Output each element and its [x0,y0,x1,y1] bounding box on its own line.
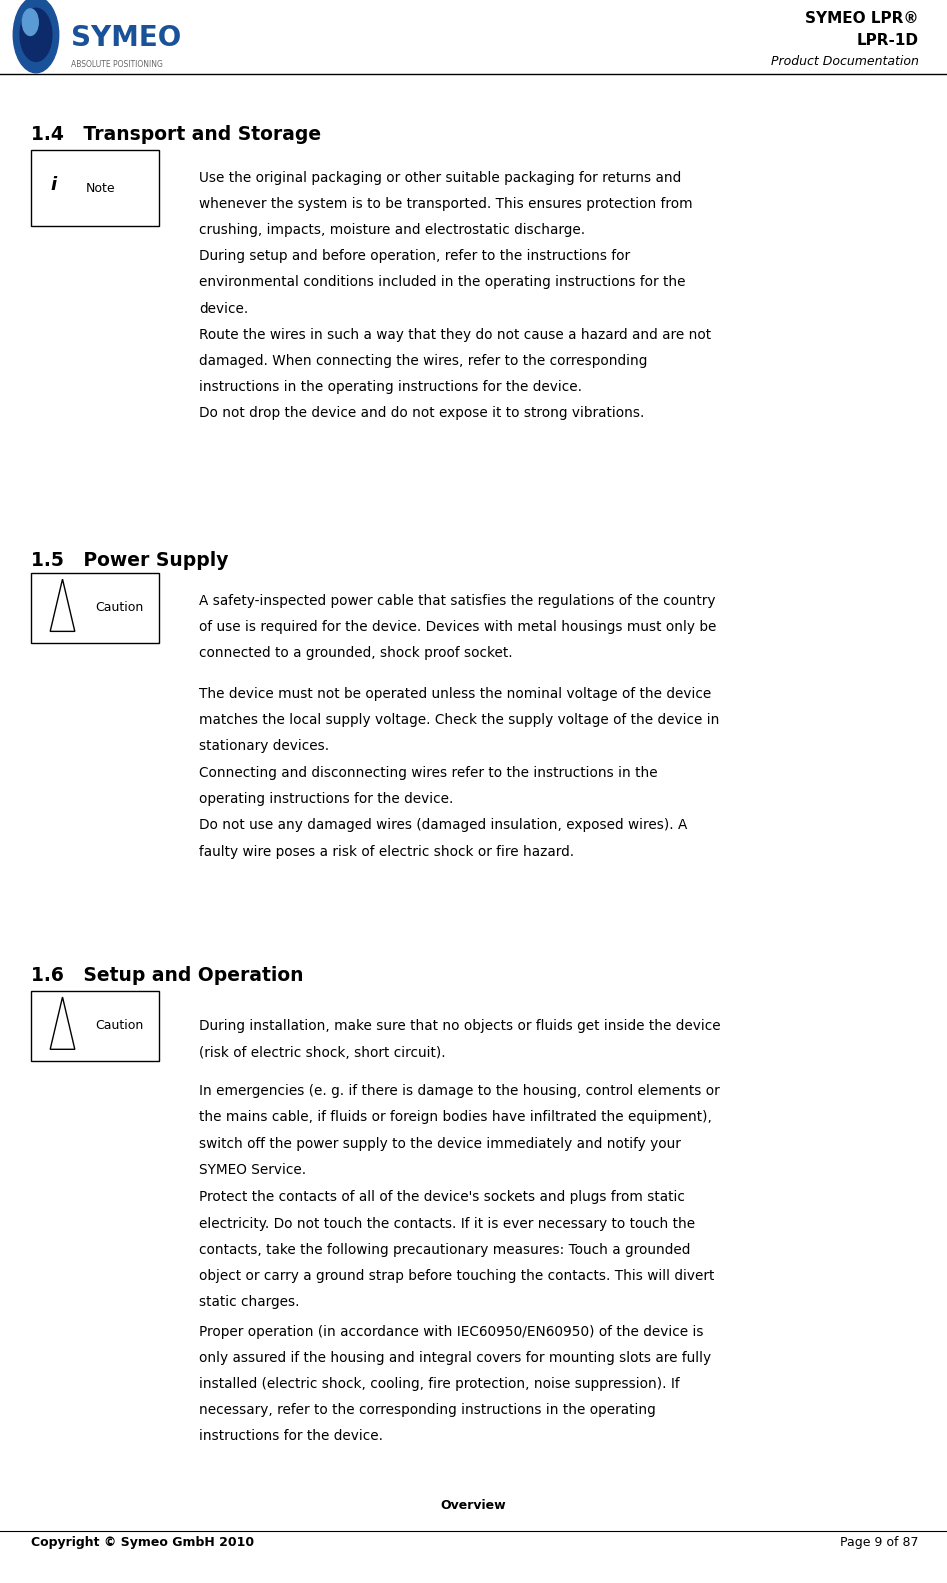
Text: Page 9 of 87: Page 9 of 87 [840,1536,919,1548]
Text: Note: Note [86,182,116,195]
Text: Caution: Caution [96,1019,144,1032]
Polygon shape [50,579,75,632]
Text: Protect the contacts of all of the device's sockets and plugs from static: Protect the contacts of all of the devic… [199,1190,685,1205]
Text: During installation, make sure that no objects or fluids get inside the device: During installation, make sure that no o… [199,1019,721,1034]
Text: of use is required for the device. Devices with metal housings must only be: of use is required for the device. Devic… [199,619,716,633]
Text: whenever the system is to be transported. This ensures protection from: whenever the system is to be transported… [199,198,692,211]
Text: SYMEO LPR®: SYMEO LPR® [805,11,919,25]
Text: !: ! [60,608,65,617]
Text: Product Documentation: Product Documentation [771,55,919,68]
Text: damaged. When connecting the wires, refer to the corresponding: damaged. When connecting the wires, refe… [199,355,647,367]
Polygon shape [50,997,75,1050]
Text: Use the original packaging or other suitable packaging for returns and: Use the original packaging or other suit… [199,171,681,185]
Text: SYMEO: SYMEO [71,24,181,52]
Text: Route the wires in such a way that they do not cause a hazard and are not: Route the wires in such a way that they … [199,328,711,342]
Text: stationary devices.: stationary devices. [199,739,329,754]
Text: A safety-inspected power cable that satisfies the regulations of the country: A safety-inspected power cable that sati… [199,594,715,608]
Text: (risk of electric shock, short circuit).: (risk of electric shock, short circuit). [199,1046,445,1059]
Text: Copyright © Symeo GmbH 2010: Copyright © Symeo GmbH 2010 [31,1536,255,1548]
Text: Do not drop the device and do not expose it to strong vibrations.: Do not drop the device and do not expose… [199,405,644,419]
Text: Proper operation (in accordance with IEC60950/EN60950) of the device is: Proper operation (in accordance with IEC… [199,1325,704,1339]
Text: connected to a grounded, shock proof socket.: connected to a grounded, shock proof soc… [199,646,512,660]
Text: Connecting and disconnecting wires refer to the instructions in the: Connecting and disconnecting wires refer… [199,766,657,780]
Text: necessary, refer to the corresponding instructions in the operating: necessary, refer to the corresponding in… [199,1404,655,1417]
Text: 1.5   Power Supply: 1.5 Power Supply [31,551,229,570]
Text: The device must not be operated unless the nominal voltage of the device: The device must not be operated unless t… [199,687,711,701]
Circle shape [20,8,52,62]
Text: i: i [50,176,56,195]
Circle shape [23,9,38,35]
Text: 1.4   Transport and Storage: 1.4 Transport and Storage [31,125,321,144]
Text: During setup and before operation, refer to the instructions for: During setup and before operation, refer… [199,250,630,263]
Circle shape [13,0,59,73]
Text: electricity. Do not touch the contacts. If it is ever necessary to touch the: electricity. Do not touch the contacts. … [199,1216,695,1230]
Text: operating instructions for the device.: operating instructions for the device. [199,793,454,806]
Text: static charges.: static charges. [199,1295,299,1309]
Text: LPR-1D: LPR-1D [857,33,919,47]
Text: SYMEO Service.: SYMEO Service. [199,1162,306,1176]
Text: crushing, impacts, moisture and electrostatic discharge.: crushing, impacts, moisture and electros… [199,223,585,237]
Text: matches the local supply voltage. Check the supply voltage of the device in: matches the local supply voltage. Check … [199,714,719,727]
Text: instructions in the operating instructions for the device.: instructions in the operating instructio… [199,380,581,394]
Text: only assured if the housing and integral covers for mounting slots are fully: only assured if the housing and integral… [199,1350,711,1365]
Text: device.: device. [199,302,248,315]
Text: !: ! [60,1026,65,1035]
Text: installed (electric shock, cooling, fire protection, noise suppression). If: installed (electric shock, cooling, fire… [199,1377,680,1391]
Text: Overview: Overview [440,1499,507,1512]
Text: faulty wire poses a risk of electric shock or fire hazard.: faulty wire poses a risk of electric sho… [199,845,574,858]
Text: In emergencies (e. g. if there is damage to the housing, control elements or: In emergencies (e. g. if there is damage… [199,1084,720,1099]
FancyBboxPatch shape [31,991,159,1061]
Text: environmental conditions included in the operating instructions for the: environmental conditions included in the… [199,275,686,290]
Text: 1.6   Setup and Operation: 1.6 Setup and Operation [31,966,304,985]
Text: switch off the power supply to the device immediately and notify your: switch off the power supply to the devic… [199,1137,681,1151]
Text: the mains cable, if fluids or foreign bodies have infiltrated the equipment),: the mains cable, if fluids or foreign bo… [199,1111,712,1124]
FancyBboxPatch shape [31,573,159,643]
Text: ABSOLUTE POSITIONING: ABSOLUTE POSITIONING [71,60,163,70]
Text: contacts, take the following precautionary measures: Touch a grounded: contacts, take the following precautiona… [199,1243,690,1257]
Text: instructions for the device.: instructions for the device. [199,1429,383,1444]
Text: Do not use any damaged wires (damaged insulation, exposed wires). A: Do not use any damaged wires (damaged in… [199,818,688,833]
FancyBboxPatch shape [31,150,159,226]
Text: object or carry a ground strap before touching the contacts. This will divert: object or carry a ground strap before to… [199,1270,714,1282]
Text: Caution: Caution [96,602,144,614]
